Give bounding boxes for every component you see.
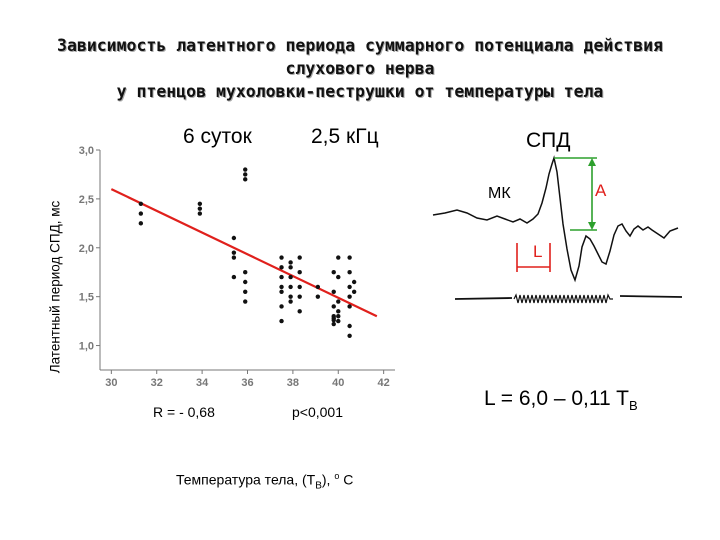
data-point [231,255,237,260]
data-point [347,333,352,338]
data-point [331,304,336,309]
stimulus-burst [513,293,613,304]
y-tick-label: 2,0 [79,243,94,255]
regression-equation: L = 6,0 – 0,11 TB [484,387,638,413]
data-point [315,284,321,290]
title-line-1: Зависимость латентного периода суммарног… [57,36,663,55]
x-tick-label: 38 [287,377,299,389]
data-point [243,299,248,304]
data-point [336,274,341,280]
data-point [197,211,203,216]
data-point [231,235,237,241]
x-tick-label: 42 [378,377,390,389]
data-point [347,323,352,329]
data-point [279,255,284,260]
x-axis-label-main: Температура тела, (T [176,471,316,488]
data-point [279,318,284,324]
x-axis-label: Температура тела, (TB), о C [176,471,353,491]
data-point [347,304,352,309]
data-point [279,304,284,309]
data-point [243,167,248,172]
data-point [347,255,352,260]
x-tick-label: 32 [151,377,163,389]
data-point [279,274,284,280]
data-point [336,255,341,260]
x-axis-label-end: ), [321,471,335,488]
x-axis-label-unit: C [339,471,354,488]
spd-signal [432,155,679,283]
data-point [336,299,341,304]
data-point [288,260,293,265]
age-label: 6 суток [183,125,252,148]
data-point [331,270,336,275]
data-point [336,309,341,314]
data-point [297,294,302,299]
x-tick-label: 40 [332,377,344,389]
data-point [279,265,284,270]
x-axis-label-subscript: B [315,480,322,492]
frequency-label: 2,5 кГц [311,125,379,148]
amplitude-arrowhead-bottom [588,222,596,230]
data-point [297,284,302,290]
mk-label: МК [488,185,511,202]
baseline-left [454,297,513,300]
regression-line [110,188,378,318]
amplitude-label: А [595,181,607,200]
data-point [347,270,352,275]
x-tick-label: 36 [241,377,253,389]
data-point [331,321,336,327]
title-line-3: у птенцов мухоловки-пеструшки от темпера… [116,82,604,101]
title-line-2: слухового нерва [285,59,435,78]
equation-subscript: B [628,398,638,414]
data-point [231,250,237,255]
data-point [347,294,352,299]
amplitude-arrowhead-top [588,158,596,166]
data-point [288,265,293,270]
equation-main: L = 6,0 – 0,11 T [484,387,629,410]
data-point [297,270,302,275]
correlation-label: R = - 0,68 [153,404,215,420]
y-tick-label: 1,5 [79,292,94,304]
data-point [288,294,293,299]
data-point [315,294,321,299]
latency-label: L [533,242,542,261]
baseline-right [619,295,683,298]
y-tick-label: 3,0 [79,145,94,157]
data-point [243,177,248,182]
data-point [279,289,284,294]
spd-label: СПД [526,129,571,152]
data-point [297,309,302,314]
data-point [297,255,302,260]
data-point [288,274,293,280]
y-tick-label: 1,0 [79,341,94,353]
data-point [138,211,144,216]
x-tick-label: 34 [196,377,209,389]
data-point [331,289,336,294]
data-point [197,201,203,206]
spd-trace [432,155,683,304]
data-point [138,201,144,206]
x-tick-label: 30 [105,377,117,389]
data-point [336,314,341,319]
data-point [138,221,144,226]
data-point [243,289,248,294]
data-point [331,317,336,323]
data-point [243,279,248,285]
data-point [347,284,352,290]
data-point [336,318,341,324]
data-point [243,172,248,177]
data-point [288,284,293,290]
y-tick-label: 2,5 [79,194,94,206]
data-point [351,289,357,294]
p-value-label: p<0,001 [292,404,343,420]
data-point [197,206,203,211]
data-point [288,299,293,304]
data-point [231,274,237,280]
data-point [279,284,284,290]
degree-symbol: о [334,471,340,481]
chart-title: Зависимость латентного периода суммарног… [0,34,720,103]
data-point [243,270,248,275]
data-point [351,279,357,285]
